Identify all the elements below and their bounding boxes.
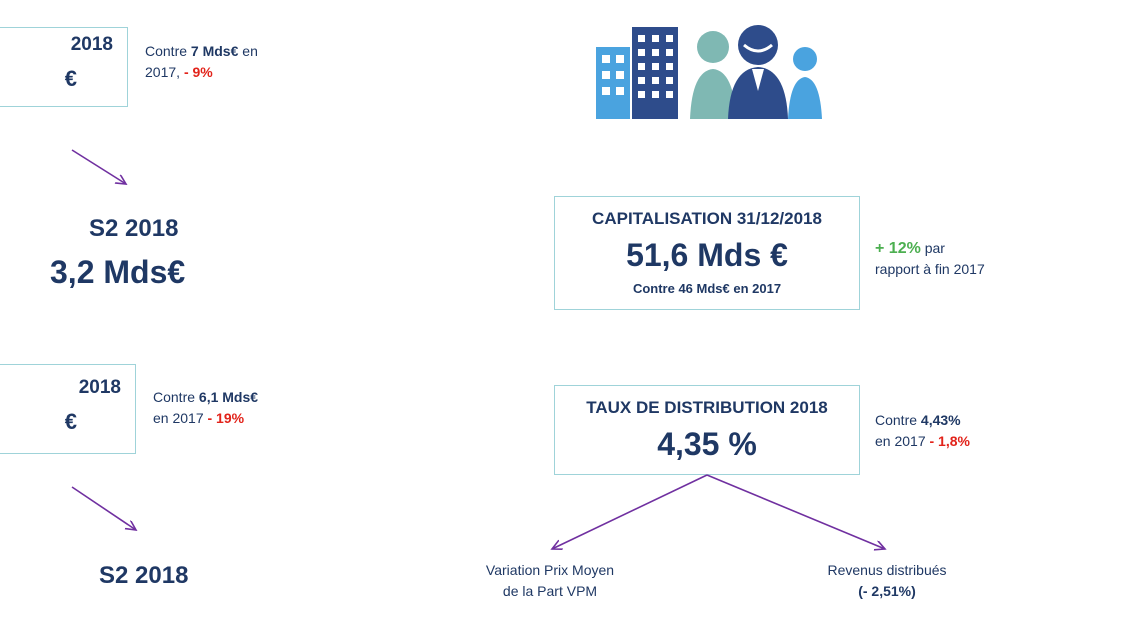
left-bottom-box: 2018 € <box>0 364 136 454</box>
branch-left-line1: Variation Prix Moyen <box>485 562 615 578</box>
distribution-box: TAUX DE DISTRIBUTION 2018 4,35 % <box>554 385 860 475</box>
left-bottom-box-value: € <box>64 409 77 434</box>
note-delta: + 12% <box>875 240 921 257</box>
branch-left-label: Variation Prix Moyen de la Part VPM <box>450 560 650 602</box>
left-top-box: 2018 € <box>0 27 128 107</box>
left-bottom-note: Contre 6,1 Mds€ en 2017 - 19% <box>153 387 258 429</box>
left-s2-label-2: S2 2018 <box>99 562 189 589</box>
capitalisation-sub: Contre 46 Mds€ en 2017 <box>632 281 782 296</box>
branch-right-line1: Revenus distribués <box>827 562 947 578</box>
note-delta: - 19% <box>207 410 245 426</box>
capitalisation-title: CAPITALISATION 31/12/2018 <box>592 209 822 228</box>
left-bottom-box-title: 2018 <box>78 377 121 398</box>
buildings-people-illustration <box>596 25 822 119</box>
note-amount: 6,1 Mds€ <box>198 389 259 405</box>
note-line2: 2017, <box>145 64 184 80</box>
branch-left-line2: de la Part VPM <box>502 583 598 599</box>
capitalisation-note: + 12% par rapport à fin 2017 <box>875 238 985 280</box>
note-delta: - 1,8% <box>929 433 970 449</box>
distribution-note: Contre 4,43% en 2017 - 1,8% <box>875 410 970 452</box>
note-delta: - 9% <box>183 64 213 80</box>
left-top-note: Contre 7 Mds€ en 2017, - 9% <box>145 41 258 83</box>
left-top-box-value: € <box>64 66 77 91</box>
branch-arrow-right <box>706 474 885 549</box>
branch-right-label: Revenus distribués (- 2,51%) <box>787 560 987 602</box>
people-icon <box>690 25 822 119</box>
note-prefix: Contre <box>145 43 191 59</box>
note-amount: 7 Mds€ <box>190 43 239 59</box>
note-line2: en 2017 <box>875 433 930 449</box>
note-line2: en 2017 <box>153 410 208 426</box>
left-s2-label-1: S2 2018 <box>89 215 179 242</box>
left-top-box-title: 2018 <box>70 34 113 55</box>
distribution-value: 4,35 % <box>657 426 757 462</box>
capitalisation-value: 51,6 Mds € <box>626 237 788 273</box>
buildings-icon <box>596 27 678 119</box>
note-amount: 4,43% <box>920 412 961 428</box>
note-prefix: Contre <box>153 389 199 405</box>
note-mid: en <box>238 43 258 59</box>
capitalisation-box: CAPITALISATION 31/12/2018 51,6 Mds € Con… <box>554 196 860 310</box>
left-s2-value-1: 3,2 Mds€ <box>50 254 186 290</box>
note-rest: par <box>920 240 945 256</box>
branch-right-line2: (- 2,51%) <box>858 583 916 599</box>
left-arrow-1 <box>71 149 126 184</box>
branch-arrow-left <box>552 474 708 549</box>
left-arrow-2 <box>71 486 136 530</box>
note-prefix: Contre <box>875 412 921 428</box>
distribution-title: TAUX DE DISTRIBUTION 2018 <box>586 398 828 417</box>
note-line2: rapport à fin 2017 <box>875 261 985 277</box>
